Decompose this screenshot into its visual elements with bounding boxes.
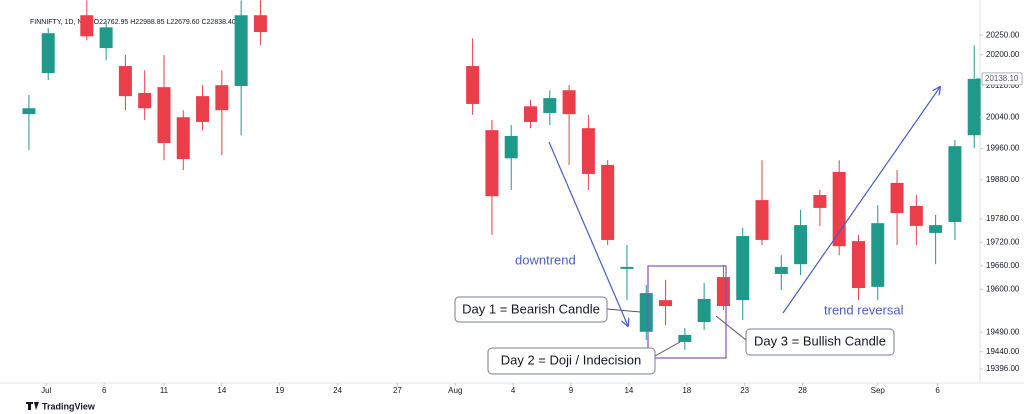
annotation: Day 2 = Doji / Indecision — [501, 352, 642, 367]
candle-body — [253, 15, 267, 33]
candle-body — [234, 15, 248, 86]
candle-body — [118, 66, 132, 97]
candle-body — [215, 85, 229, 111]
candle-body — [659, 300, 673, 307]
candle-body — [909, 205, 923, 226]
candle-body — [948, 146, 962, 222]
candle-body — [543, 98, 557, 113]
candle-body — [832, 171, 846, 247]
candle-body — [466, 66, 480, 104]
annotation: Day 3 = Bullish Candle — [754, 333, 886, 348]
x-tick-label: 14 — [624, 386, 633, 395]
annotation-box — [454, 296, 608, 323]
candle-body — [620, 266, 634, 269]
pointer-line — [606, 308, 641, 313]
candle-body — [639, 293, 653, 332]
y-tick-label: 19780.00 — [986, 214, 1020, 223]
candle-body — [196, 96, 210, 122]
annotation-box — [487, 347, 656, 375]
candle-body — [736, 236, 750, 301]
candle-body — [813, 195, 827, 208]
candle-body — [755, 200, 769, 240]
y-tick-label: 20250.00 — [986, 30, 1020, 39]
candle-body — [485, 130, 499, 197]
candle-body — [794, 225, 808, 265]
candle-body — [678, 334, 692, 342]
candle-body — [138, 93, 152, 109]
branding: TradingView — [42, 401, 96, 411]
candle-body — [890, 182, 904, 213]
pointer-line — [654, 341, 681, 357]
annotation: Day 1 = Bearish Candle — [462, 301, 600, 316]
annotation: downtrend — [515, 252, 576, 267]
candle-body — [929, 225, 943, 233]
candle-body — [22, 108, 36, 115]
annotation: trend reversal — [824, 302, 904, 317]
candle-body — [851, 241, 865, 289]
candle-body — [524, 106, 538, 122]
x-tick-label: 11 — [160, 386, 169, 395]
x-tick-label: 14 — [217, 386, 226, 395]
candle-body — [581, 128, 595, 174]
candle-body — [41, 33, 55, 74]
last-price-label: 20138.10 — [985, 74, 1019, 83]
candle-body — [967, 78, 981, 136]
x-tick-label: 19 — [275, 386, 284, 395]
y-tick-label: 19600.00 — [986, 284, 1020, 293]
candle-body — [504, 136, 518, 159]
pointer-line — [715, 315, 747, 341]
candle-body — [716, 277, 730, 307]
y-tick-label: 19880.00 — [986, 175, 1020, 184]
up-arrow — [782, 87, 940, 314]
y-tick-label: 19960.00 — [986, 144, 1020, 153]
y-tick-label: 19490.00 — [986, 327, 1020, 336]
x-tick-label: 24 — [333, 386, 342, 395]
candle-body — [601, 164, 615, 240]
annotation-box — [745, 328, 895, 356]
legend-text: FINNIFTY, 1D, NSE O22762.95 H22988.85 L2… — [30, 19, 236, 26]
x-tick-label: Aug — [448, 386, 462, 395]
last-price-box — [981, 72, 1023, 86]
candle-body — [157, 87, 171, 144]
x-tick-label: Jul — [41, 386, 51, 395]
y-tick-label: 20120.00 — [986, 81, 1020, 90]
y-tick-label: 20040.00 — [986, 112, 1020, 121]
candle-body — [871, 223, 885, 287]
pattern-box — [647, 265, 727, 359]
x-tick-label: 6 — [102, 386, 107, 395]
down-arrow — [548, 141, 628, 326]
x-tick-label: 28 — [798, 386, 807, 395]
candle-body — [774, 266, 788, 274]
logo-icon — [26, 402, 39, 410]
x-tick-label: 9 — [569, 386, 574, 395]
y-tick-label: 19440.00 — [986, 347, 1020, 356]
y-tick-label: 19720.00 — [986, 237, 1020, 246]
x-tick-label: Sep — [871, 386, 886, 395]
candle-body — [176, 117, 190, 160]
candle-body — [99, 27, 113, 49]
y-tick-label: 20200.00 — [986, 50, 1020, 59]
candle-body — [562, 90, 576, 115]
x-tick-label: 27 — [393, 386, 402, 395]
candle-body — [697, 298, 711, 323]
x-tick-label: 6 — [935, 386, 940, 395]
y-tick-label: 19660.00 — [986, 261, 1020, 270]
x-tick-label: 18 — [682, 386, 691, 395]
candles — [22, 0, 981, 350]
candle-body — [80, 15, 94, 37]
x-tick-label: 23 — [740, 386, 749, 395]
y-tick-label: 19396.00 — [986, 364, 1020, 373]
x-tick-label: 4 — [511, 386, 516, 395]
